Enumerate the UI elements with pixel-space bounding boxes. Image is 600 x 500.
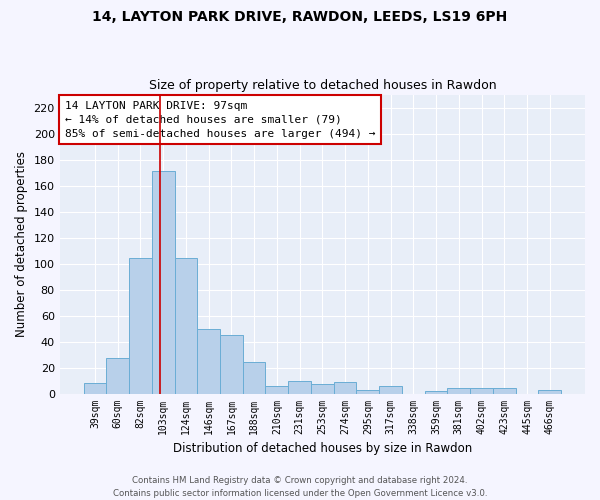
Bar <box>106 358 129 394</box>
Bar <box>265 386 288 394</box>
Bar <box>288 380 311 394</box>
Text: 14, LAYTON PARK DRIVE, RAWDON, LEEDS, LS19 6PH: 14, LAYTON PARK DRIVE, RAWDON, LEEDS, LS… <box>92 10 508 24</box>
Text: 14 LAYTON PARK DRIVE: 97sqm
← 14% of detached houses are smaller (79)
85% of sem: 14 LAYTON PARK DRIVE: 97sqm ← 14% of det… <box>65 100 376 138</box>
Bar <box>243 362 265 394</box>
X-axis label: Distribution of detached houses by size in Rawdon: Distribution of detached houses by size … <box>173 442 472 455</box>
Text: Contains HM Land Registry data © Crown copyright and database right 2024.
Contai: Contains HM Land Registry data © Crown c… <box>113 476 487 498</box>
Bar <box>129 258 152 394</box>
Bar <box>379 386 402 394</box>
Bar <box>197 328 220 394</box>
Bar <box>448 388 470 394</box>
Bar <box>175 258 197 394</box>
Bar <box>83 383 106 394</box>
Bar <box>220 335 243 394</box>
Bar <box>152 172 175 394</box>
Bar <box>425 391 448 394</box>
Y-axis label: Number of detached properties: Number of detached properties <box>15 151 28 337</box>
Bar <box>311 384 334 394</box>
Bar <box>493 388 515 394</box>
Bar <box>356 390 379 394</box>
Bar <box>538 390 561 394</box>
Bar <box>470 388 493 394</box>
Title: Size of property relative to detached houses in Rawdon: Size of property relative to detached ho… <box>149 79 496 92</box>
Bar <box>334 382 356 394</box>
